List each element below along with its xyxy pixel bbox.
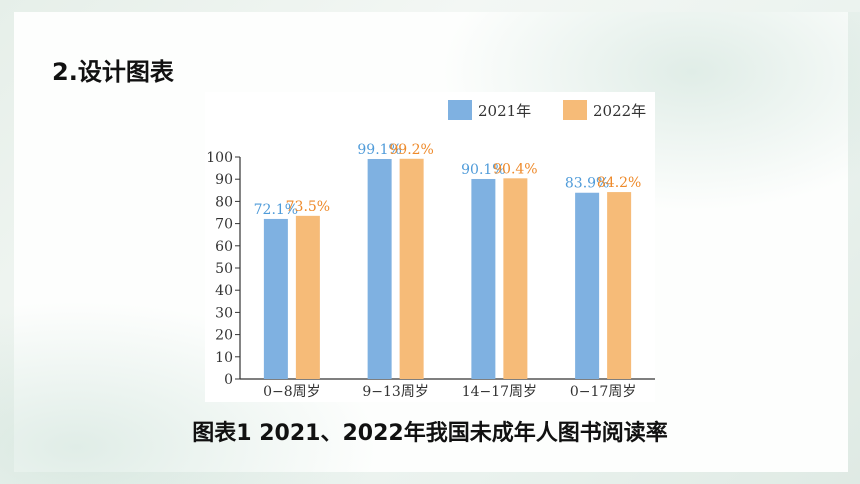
- y-tick-label: 60: [215, 239, 233, 255]
- data-label: 83.9%: [565, 176, 609, 192]
- bar-2021: [367, 158, 392, 379]
- bar-2021: [471, 178, 496, 379]
- data-label: 90.4%: [493, 161, 537, 177]
- data-label: 99.2%: [389, 142, 433, 158]
- y-tick-label: 40: [215, 283, 233, 299]
- y-tick-label: 10: [215, 350, 233, 366]
- y-tick-label: 30: [215, 305, 233, 321]
- y-tick-label: 100: [206, 150, 233, 166]
- data-label: 99.1%: [357, 142, 401, 158]
- bar-2022: [607, 192, 632, 379]
- bar-2021: [575, 192, 600, 379]
- bar-2022: [295, 215, 320, 379]
- figure-caption: 图表1 2021、2022年我国未成年人图书阅读率: [192, 421, 668, 446]
- legend-swatch: [563, 100, 587, 120]
- data-label: 72.1%: [254, 202, 298, 218]
- y-tick-label: 20: [215, 328, 233, 344]
- x-tick-label: 9−13周岁: [362, 384, 428, 400]
- legend-label: 2022年: [593, 102, 646, 120]
- y-tick-label: 90: [215, 172, 233, 188]
- data-label: 90.1%: [461, 162, 505, 178]
- x-tick-label: 14−17周岁: [462, 384, 537, 400]
- legend-swatch: [448, 100, 472, 120]
- y-tick-label: 80: [215, 194, 233, 210]
- section-heading: 2.设计图表: [52, 58, 174, 86]
- bar-2021: [263, 218, 288, 379]
- data-label: 84.2%: [597, 175, 641, 191]
- x-tick-label: 0−8周岁: [263, 384, 321, 400]
- y-tick-label: 70: [215, 217, 233, 233]
- y-tick-label: 0: [224, 372, 233, 388]
- legend-label: 2021年: [478, 102, 531, 120]
- data-label: 73.5%: [286, 199, 330, 215]
- bar-2022: [503, 178, 528, 379]
- x-tick-label: 0−17周岁: [570, 384, 636, 400]
- y-tick-label: 50: [215, 261, 233, 277]
- bar-2022: [399, 158, 424, 379]
